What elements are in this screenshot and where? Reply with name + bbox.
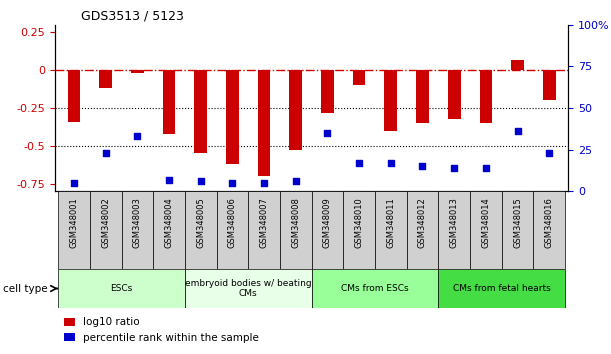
Bar [290, 70, 302, 150]
Point [417, 164, 427, 169]
Bar [448, 70, 461, 119]
Text: CMs from fetal hearts: CMs from fetal hearts [453, 284, 551, 293]
FancyBboxPatch shape [438, 191, 470, 269]
Point [164, 177, 174, 182]
FancyBboxPatch shape [248, 191, 280, 269]
FancyBboxPatch shape [312, 269, 438, 308]
Bar [258, 70, 271, 176]
Point [481, 165, 491, 171]
Text: GSM348014: GSM348014 [481, 198, 491, 248]
Bar [226, 70, 239, 164]
Point [544, 150, 554, 156]
Bar [131, 70, 144, 73]
FancyBboxPatch shape [343, 191, 375, 269]
FancyBboxPatch shape [185, 191, 216, 269]
Text: GSM348008: GSM348008 [291, 198, 300, 248]
Text: GSM348016: GSM348016 [545, 198, 554, 248]
Point [449, 165, 459, 171]
Text: GSM348005: GSM348005 [196, 198, 205, 248]
Bar [384, 70, 397, 131]
Point [291, 178, 301, 184]
Bar [511, 59, 524, 70]
FancyBboxPatch shape [533, 191, 565, 269]
Bar [163, 70, 175, 134]
Point [513, 129, 522, 134]
FancyBboxPatch shape [185, 269, 312, 308]
Bar [416, 70, 429, 123]
Point [101, 150, 111, 156]
Point [69, 180, 79, 185]
Point [323, 130, 332, 136]
Text: GSM348013: GSM348013 [450, 198, 459, 248]
Point [259, 180, 269, 185]
Text: GSM348015: GSM348015 [513, 198, 522, 248]
Point [227, 180, 237, 185]
FancyBboxPatch shape [216, 191, 248, 269]
Bar [353, 70, 365, 85]
FancyBboxPatch shape [58, 191, 90, 269]
Point [133, 133, 142, 139]
Bar [194, 70, 207, 153]
FancyBboxPatch shape [58, 269, 185, 308]
Text: GSM348011: GSM348011 [386, 198, 395, 248]
FancyBboxPatch shape [438, 269, 565, 308]
FancyBboxPatch shape [90, 191, 122, 269]
FancyBboxPatch shape [375, 191, 407, 269]
FancyBboxPatch shape [502, 191, 533, 269]
Legend: log10 ratio, percentile rank within the sample: log10 ratio, percentile rank within the … [60, 313, 263, 347]
Text: cell type: cell type [3, 284, 48, 293]
Text: GSM348004: GSM348004 [164, 198, 174, 248]
Point [196, 178, 206, 184]
Bar [480, 70, 492, 123]
Text: GSM348001: GSM348001 [70, 198, 78, 248]
FancyBboxPatch shape [280, 191, 312, 269]
FancyBboxPatch shape [470, 191, 502, 269]
FancyBboxPatch shape [122, 191, 153, 269]
Text: embryoid bodies w/ beating
CMs: embryoid bodies w/ beating CMs [185, 279, 312, 298]
Text: ESCs: ESCs [111, 284, 133, 293]
Bar [100, 70, 112, 88]
Text: GSM348012: GSM348012 [418, 198, 427, 248]
Text: CMs from ESCs: CMs from ESCs [341, 284, 409, 293]
Text: GDS3513 / 5123: GDS3513 / 5123 [81, 9, 183, 22]
FancyBboxPatch shape [312, 191, 343, 269]
Bar [68, 70, 80, 121]
Bar [321, 70, 334, 113]
FancyBboxPatch shape [407, 191, 438, 269]
Point [354, 160, 364, 166]
Bar [543, 70, 555, 101]
Point [386, 160, 396, 166]
Text: GSM348003: GSM348003 [133, 198, 142, 248]
Text: GSM348002: GSM348002 [101, 198, 110, 248]
Text: GSM348007: GSM348007 [260, 198, 269, 248]
Text: GSM348010: GSM348010 [354, 198, 364, 248]
Text: GSM348006: GSM348006 [228, 198, 237, 248]
FancyBboxPatch shape [153, 191, 185, 269]
Text: GSM348009: GSM348009 [323, 198, 332, 248]
